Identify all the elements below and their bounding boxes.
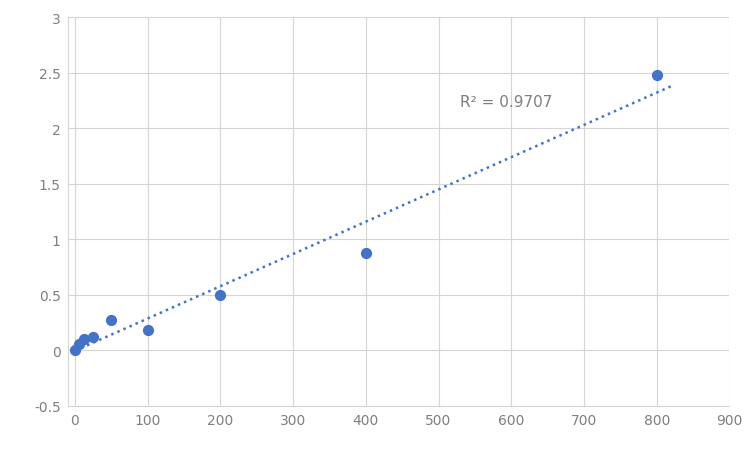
Point (359, 249, 371, 257)
Point (78, 336, 90, 343)
Point (69, 347, 81, 354)
Point (74, 340, 86, 347)
Point (141, 327, 153, 334)
Point (87, 334, 99, 341)
Point (105, 317, 117, 324)
Point (650, 72, 663, 79)
Point (214, 291, 226, 299)
Text: R² = 0.9707: R² = 0.9707 (460, 95, 553, 110)
